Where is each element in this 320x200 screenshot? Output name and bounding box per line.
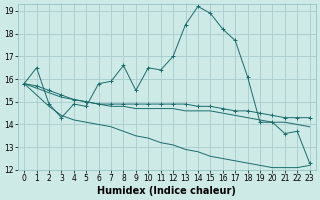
X-axis label: Humidex (Indice chaleur): Humidex (Indice chaleur) <box>98 186 236 196</box>
